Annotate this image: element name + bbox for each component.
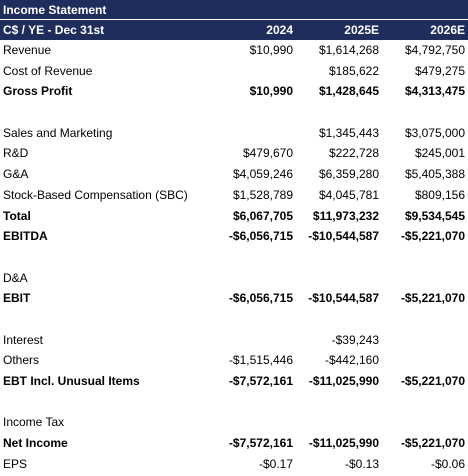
spacer-row [0,247,468,268]
cell-2025: -$11,025,990 [308,436,379,451]
cell-2026: $245,001 [414,146,465,161]
row-ebitda: EBITDA -$6,056,715 -$10,544,587 -$5,221,… [0,226,468,247]
cell-2024 [210,330,296,351]
cell-2026: -$5,221,070 [400,436,465,451]
cell-2026 [382,350,468,371]
cell-2024: -$0.17 [258,456,293,471]
cell-2026: $5,405,388 [404,167,465,182]
row-label: Cost of Revenue [3,63,93,78]
title-bar: Income Statement [0,0,468,20]
cell-2025: $1,428,645 [318,84,379,99]
row-cost-of-revenue: Cost of Revenue $185,622 $479,275 [0,61,468,82]
cell-2024: -$6,056,715 [228,291,293,306]
cell-2025 [296,412,382,433]
row-label: Stock-Based Compensation (SBC) [3,187,188,202]
row-sales-marketing: Sales and Marketing $1,345,443 $3,075,00… [0,123,468,144]
cell-2026: $4,792,750 [404,43,465,57]
row-ebit: EBIT -$6,056,715 -$10,544,587 -$5,221,07… [0,288,468,309]
cell-2025: $1,614,268 [318,43,379,57]
cell-2026 [382,330,468,351]
cell-2024: -$7,572,161 [228,374,293,388]
cell-2024 [210,268,296,289]
cell-2024: $1,528,789 [232,187,293,202]
cell-2024 [210,123,296,144]
row-gross-profit: Gross Profit $10,990 $1,428,645 $4,313,4… [0,81,468,102]
row-label: Interest [3,332,44,347]
row-label: EPS [3,456,28,471]
cell-2026: -$5,221,070 [400,291,465,306]
cell-2026: -$5,221,070 [400,374,465,388]
row-label: EBT Incl. Unusual Items [3,374,140,388]
cell-2024 [210,412,296,433]
row-eps: EPS -$0.17 -$0.13 -$0.06 [0,454,468,475]
cell-2025: -$10,544,587 [308,291,379,306]
cell-2025: -$39,243 [331,332,379,347]
row-sbc: Stock-Based Compensation (SBC) $1,528,78… [0,185,468,206]
row-rnd: R&D $479,670 $222,728 $245,001 [0,143,468,164]
row-total: Total $6,067,705 $11,973,232 $9,534,545 [0,206,468,227]
cell-2025: $6,359,280 [318,167,379,182]
row-label: Revenue [3,43,52,57]
cell-2025: -$10,544,587 [308,229,379,244]
cell-2026: $479,275 [414,63,465,78]
cell-2026: $4,313,475 [404,84,465,99]
cell-2024: $479,670 [242,146,293,161]
cell-2026: $3,075,000 [404,125,465,140]
row-gna: G&A $4,059,246 $6,359,280 $5,405,388 [0,164,468,185]
row-label: D&A [3,270,28,285]
cell-2024: $10,990 [249,84,293,99]
row-label: Income Tax [3,415,65,430]
row-interest: Interest -$39,243 [0,330,468,351]
row-ebt: EBT Incl. Unusual Items -$7,572,161 -$11… [0,371,468,392]
cell-2025: $11,973,232 [312,208,379,223]
cell-2026 [382,412,468,433]
cell-2024 [210,61,296,82]
row-label: R&D [3,146,29,161]
header-year-2024: 2024 [266,23,293,37]
cell-2026: -$0.06 [430,456,465,471]
row-others: Others -$1,515,446 -$442,160 [0,350,468,371]
cell-2024: -$7,572,161 [228,436,293,451]
row-label: Others [3,353,40,368]
header-row: C$ / YE - Dec 31st 2024 2025E 2026E [0,20,468,40]
cell-2026: -$5,221,070 [400,229,465,244]
row-label: Sales and Marketing [3,125,113,140]
cell-2024: $10,990 [249,43,293,57]
row-label: EBIT [3,291,31,306]
cell-2026: $9,534,545 [404,208,465,223]
cell-2026 [382,268,468,289]
cell-2025: $185,622 [328,63,379,78]
spacer-row [0,102,468,123]
cell-2024: -$6,056,715 [228,229,293,244]
header-year-2025: 2025E [344,23,379,37]
row-label: G&A [3,167,29,182]
cell-2025: -$11,025,990 [308,374,379,388]
header-label: C$ / YE - Dec 31st [3,23,105,37]
sheet-title: Income Statement [3,3,107,17]
cell-2024: $6,067,705 [232,208,293,223]
row-net-income: Net Income -$7,572,161 -$11,025,990 -$5,… [0,433,468,454]
cell-2025: $1,345,443 [318,125,379,140]
cell-2026: $809,156 [414,187,465,202]
cell-2025: -$442,160 [324,353,379,368]
row-income-tax: Income Tax [0,412,468,433]
row-label: Total [3,208,31,223]
spacer-row [0,392,468,413]
cell-2024: -$1,515,446 [228,353,293,368]
spacer-row [0,309,468,330]
row-label: Net Income [3,436,68,451]
cell-2025: $222,728 [328,146,379,161]
row-label: EBITDA [3,229,48,244]
row-revenue: Revenue $10,990 $1,614,268 $4,792,750 [0,40,468,61]
row-label: Gross Profit [3,84,73,99]
cell-2025: $4,045,781 [318,187,379,202]
header-year-2026: 2026E [430,23,465,37]
cell-2025: -$0.13 [344,456,379,471]
cell-2025 [296,268,382,289]
row-dna: D&A [0,268,468,289]
cell-2024: $4,059,246 [232,167,293,182]
